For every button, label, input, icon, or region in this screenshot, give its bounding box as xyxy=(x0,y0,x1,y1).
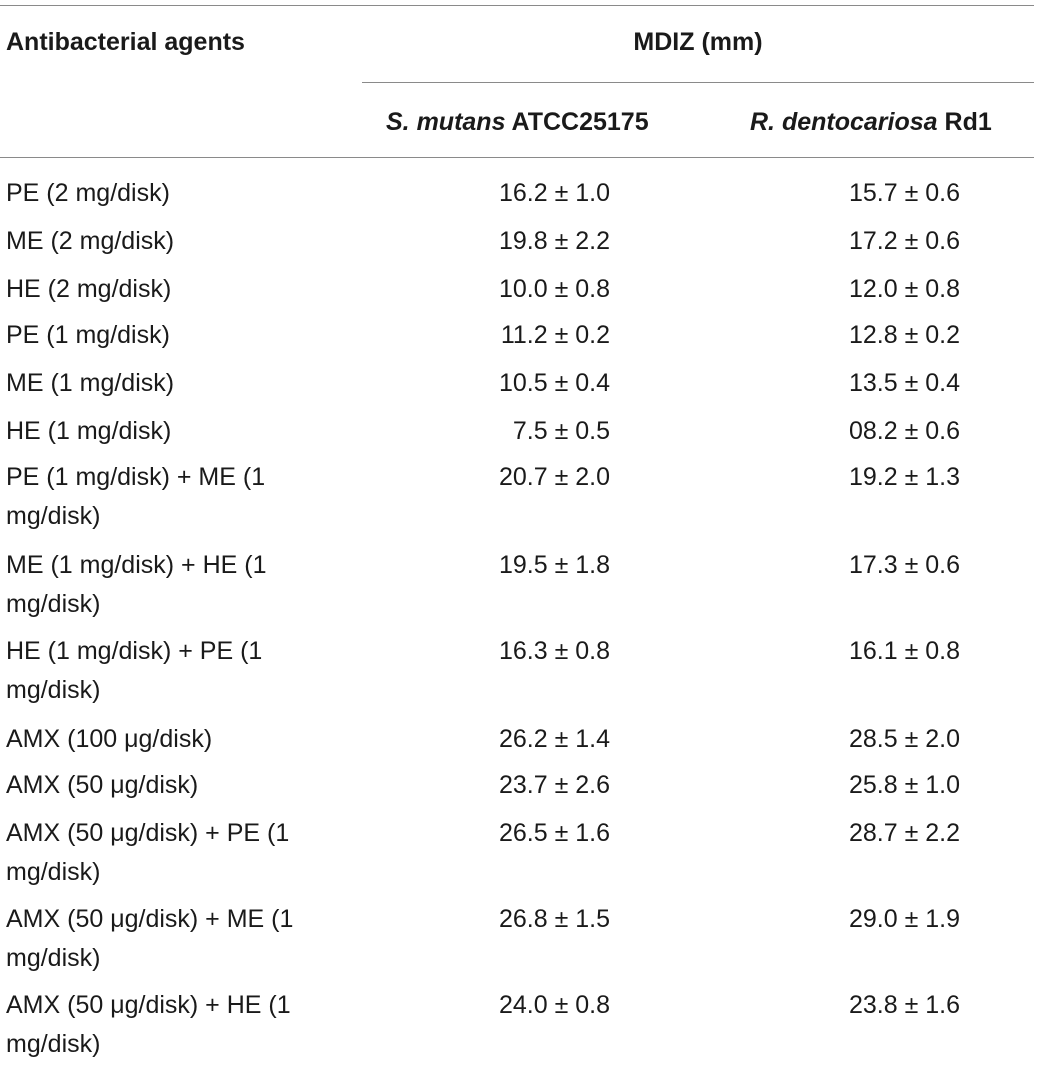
s-mutans-value: 7.5 ± 0.5 xyxy=(512,417,610,445)
r-dentocariosa-value: 08.2 ± 0.6 xyxy=(848,417,960,445)
r-dentocariosa-value: 13.5 ± 0.4 xyxy=(848,369,960,397)
r-dentocariosa-value: 12.0 ± 0.8 xyxy=(848,275,960,303)
agent-cell: AMX (50 μg/disk) + HE (1 mg/disk) xyxy=(6,991,291,1058)
agent-cell: HE (1 mg/disk) xyxy=(6,417,172,445)
header-mdiz: MDIZ (mm) xyxy=(633,28,763,56)
agent-cell: AMX (50 μg/disk) + PE (1 mg/disk) xyxy=(6,819,290,886)
r-dentocariosa-value: 17.2 ± 0.6 xyxy=(848,227,960,255)
agent-cell: PE (2 mg/disk) xyxy=(6,179,170,207)
s-mutans-value: 20.7 ± 2.0 xyxy=(498,463,610,491)
s-mutans-value: 10.5 ± 0.4 xyxy=(498,369,610,397)
s-mutans-value: 26.5 ± 1.6 xyxy=(498,819,610,847)
agent-cell: PE (1 mg/disk) xyxy=(6,321,170,349)
s-mutans-value: 16.2 ± 1.0 xyxy=(498,179,610,207)
s-mutans-value: 11.2 ± 0.2 xyxy=(500,321,610,349)
table-top-rule xyxy=(0,5,1034,6)
agent-cell: HE (2 mg/disk) xyxy=(6,275,172,303)
r-dentocariosa-value: 17.3 ± 0.6 xyxy=(848,551,960,579)
header-bottom-rule xyxy=(0,157,1034,158)
agent-cell: AMX (100 μg/disk) xyxy=(6,725,213,753)
s-mutans-value: 10.0 ± 0.8 xyxy=(498,275,610,303)
s-mutans-value: 26.2 ± 1.4 xyxy=(498,725,610,753)
header-r-dentocariosa-strain: Rd1 xyxy=(937,108,992,136)
agent-cell: HE (1 mg/disk) + PE (1 mg/disk) xyxy=(6,637,263,704)
s-mutans-value: 19.5 ± 1.8 xyxy=(498,551,610,579)
agent-cell: AMX (50 μg/disk) + ME (1 mg/disk) xyxy=(6,905,294,972)
agent-cell: ME (1 mg/disk) xyxy=(6,369,175,397)
s-mutans-value: 23.7 ± 2.6 xyxy=(498,771,610,799)
r-dentocariosa-value: 29.0 ± 1.9 xyxy=(848,905,960,933)
s-mutans-value: 19.8 ± 2.2 xyxy=(498,227,610,255)
s-mutans-value: 24.0 ± 0.8 xyxy=(498,991,610,1019)
header-r-dentocariosa-species: R. dentocariosa xyxy=(750,108,938,136)
r-dentocariosa-value: 12.8 ± 0.2 xyxy=(848,321,960,349)
r-dentocariosa-value: 15.7 ± 0.6 xyxy=(848,179,960,207)
r-dentocariosa-value: 28.5 ± 2.0 xyxy=(848,725,960,753)
header-s-mutans-species: S. mutans xyxy=(386,108,506,136)
r-dentocariosa-value: 16.1 ± 0.8 xyxy=(848,637,960,665)
agent-cell: AMX (50 μg/disk) xyxy=(6,771,199,799)
r-dentocariosa-value: 19.2 ± 1.3 xyxy=(848,463,960,491)
r-dentocariosa-value: 23.8 ± 1.6 xyxy=(848,991,960,1019)
s-mutans-value: 26.8 ± 1.5 xyxy=(498,905,610,933)
agent-cell: ME (2 mg/disk) xyxy=(6,227,175,255)
header-spanner-rule xyxy=(362,82,1034,83)
agent-cell: PE (1 mg/disk) + ME (1 mg/disk) xyxy=(6,463,266,530)
agent-cell: ME (1 mg/disk) + HE (1 mg/disk) xyxy=(6,551,267,618)
r-dentocariosa-value: 28.7 ± 2.2 xyxy=(848,819,960,847)
header-s-mutans-strain: ATCC25175 xyxy=(505,108,649,136)
r-dentocariosa-value: 25.8 ± 1.0 xyxy=(848,771,960,799)
header-antibacterial-agents: Antibacterial agents xyxy=(6,28,245,56)
header-s-mutans: S. mutans ATCC25175 xyxy=(386,107,649,137)
s-mutans-value: 16.3 ± 0.8 xyxy=(498,637,610,665)
header-r-dentocariosa: R. dentocariosa Rd1 xyxy=(750,107,992,137)
